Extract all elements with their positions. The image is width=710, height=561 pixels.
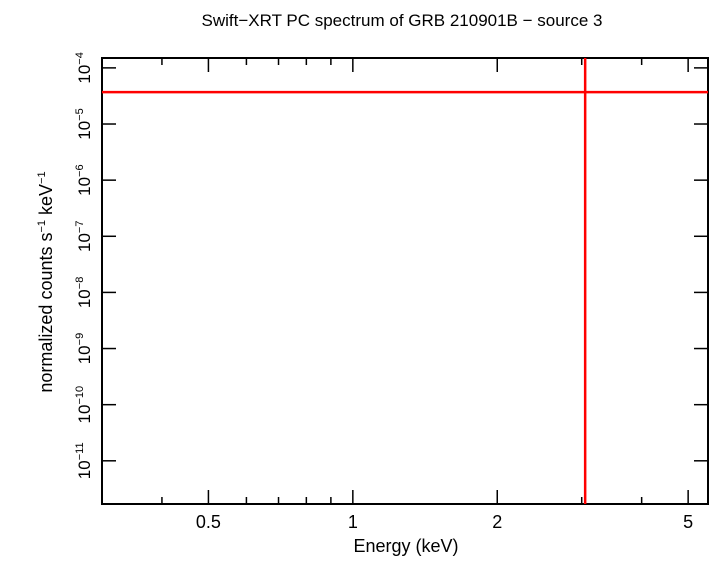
x-axis-ticks: [101, 58, 689, 504]
x-tick-label: 0.5: [196, 512, 221, 532]
data-layer: [102, 58, 708, 504]
plot-frame: [101, 57, 709, 505]
x-tick-label: 2: [492, 512, 502, 532]
y-tick-label: 10−7: [74, 221, 94, 252]
y-tick-label: 10−6: [74, 164, 94, 195]
x-tick-label: 1: [348, 512, 358, 532]
x-axis-label: Energy (keV): [353, 536, 458, 556]
y-tick-label: 10−4: [74, 52, 94, 83]
x-axis-tick-labels: 0.5 1 2 5: [196, 512, 693, 532]
y-tick-label: 10−5: [74, 108, 94, 139]
y-tick-label: 10−11: [74, 442, 94, 479]
y-axis-tick-labels: 10−4 10−5 10−6 10−7 10−8 10−9 10−10 10−11: [74, 52, 94, 479]
y-tick-label: 10−10: [74, 386, 94, 424]
y-axis-ticks: [102, 67, 708, 462]
chart-title: Swift−XRT PC spectrum of GRB 210901B − s…: [202, 11, 603, 30]
y-tick-label: 10−9: [74, 333, 94, 364]
x-tick-label: 5: [683, 512, 693, 532]
y-tick-label: 10−8: [74, 277, 94, 308]
y-axis-label: normalized counts s−1 keV−1: [36, 171, 56, 392]
